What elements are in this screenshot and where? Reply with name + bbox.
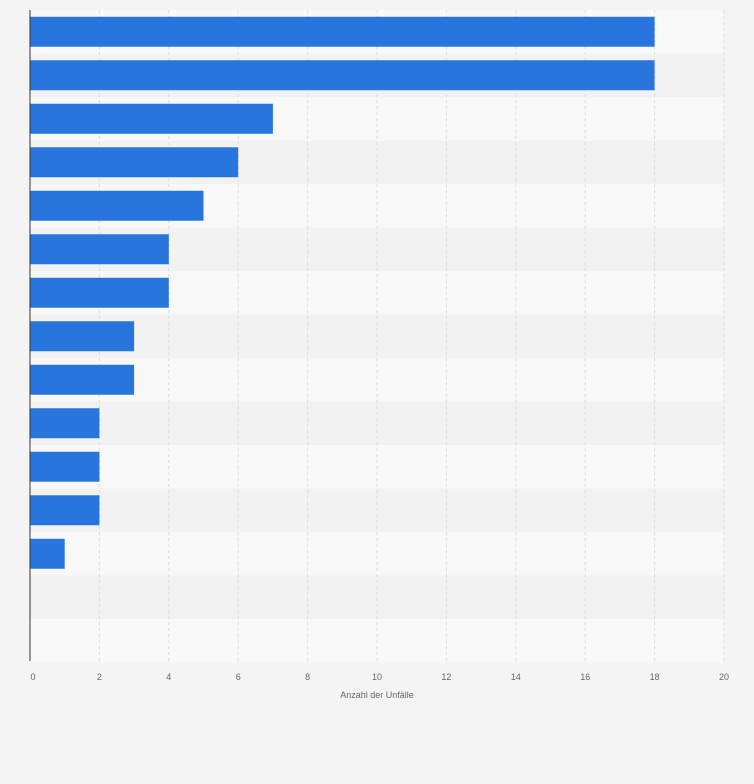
- x-tick-label: 8: [305, 672, 310, 682]
- x-tick-label: 16: [580, 672, 590, 682]
- x-tick-label: 14: [511, 672, 521, 682]
- bar: [30, 103, 273, 134]
- bar: [30, 147, 239, 178]
- x-tick-label: 0: [30, 672, 35, 682]
- bar: [30, 408, 100, 439]
- bar: [30, 16, 655, 47]
- bar: [30, 451, 100, 482]
- x-tick-label: 4: [166, 672, 171, 682]
- x-tick-label: 6: [236, 672, 241, 682]
- x-axis-label: Anzahl der Unfälle: [340, 690, 414, 700]
- x-tick-label: 20: [719, 672, 729, 682]
- x-tick-label: 10: [372, 672, 382, 682]
- bar: [30, 234, 169, 265]
- x-tick-label: 2: [97, 672, 102, 682]
- x-tick-labels: 0 2 4 6 8 10 12 14 16 18 20: [30, 672, 729, 682]
- x-tick-label: 12: [441, 672, 451, 682]
- bar: [30, 538, 65, 569]
- bar: [30, 60, 655, 91]
- bar: [30, 277, 169, 308]
- bar: [30, 495, 100, 526]
- bar: [30, 364, 135, 395]
- bars: [30, 16, 655, 569]
- bar: [30, 190, 204, 221]
- x-tick-label: 18: [650, 672, 660, 682]
- bar: [30, 321, 135, 352]
